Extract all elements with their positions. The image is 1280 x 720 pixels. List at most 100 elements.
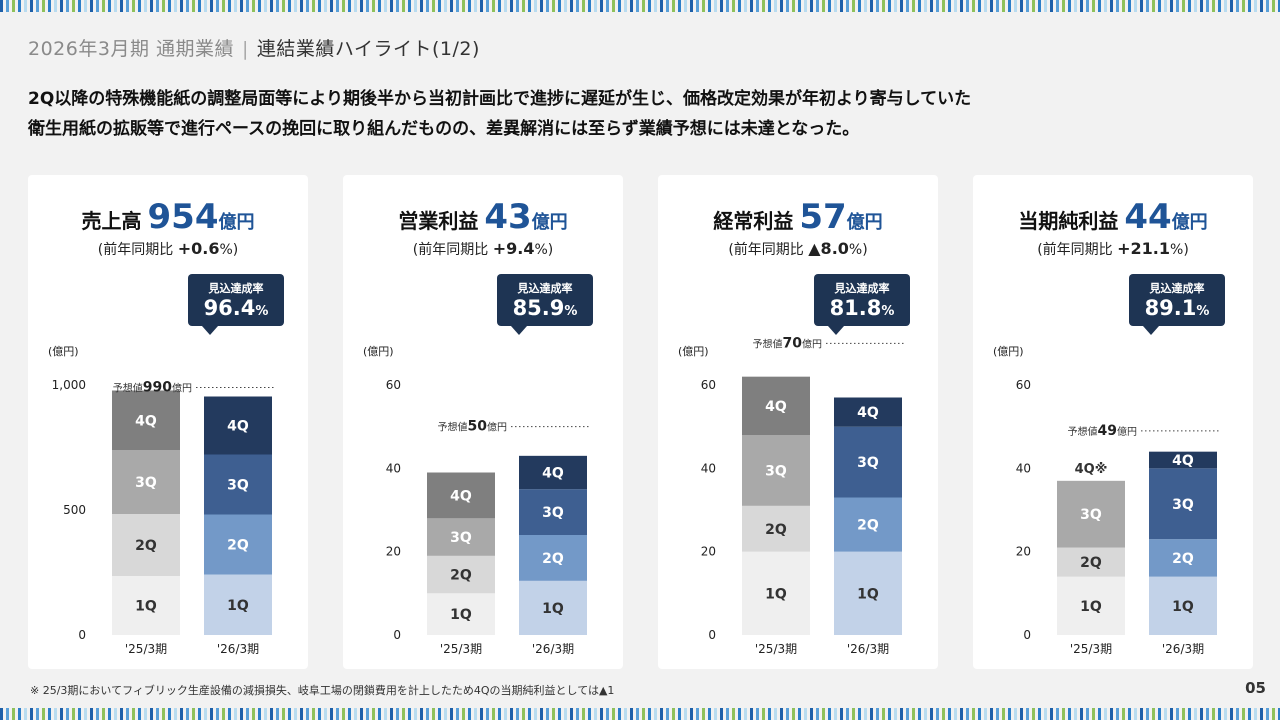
- yoy-change: (前年同期比 +0.6%): [28, 239, 308, 259]
- bar-segment-2q: [427, 555, 495, 594]
- badge-unit: %: [881, 304, 895, 319]
- bar-segment-4q: [204, 396, 272, 455]
- bar-segment-3q: [834, 426, 902, 498]
- bar-segment-1q: [519, 580, 587, 635]
- kpi-headline: 営業利益 43億円: [343, 197, 623, 237]
- bar-segment-2q: [742, 505, 810, 552]
- operating-profit-chart: (億円) 0 20 40 60 1Q 2Q 3Q 4Q '25/3期 1Q 2Q 3Q 4Q '26/3期 予…: [363, 345, 591, 656]
- badge-label: 見込達成率: [208, 282, 264, 295]
- bar-segment-3q: [1057, 480, 1125, 548]
- title-separator: |: [241, 38, 249, 60]
- lead-line-2: 衛生用紙の拡販等で進行ペースの挽回に取り組んだものの、差異解消には至らず業績予想…: [28, 119, 860, 139]
- yoy-unit: %): [1170, 242, 1189, 258]
- segment-label: 4Q: [1172, 453, 1194, 469]
- yoy-value: ▲8.0: [808, 239, 849, 258]
- card-operating-profit: 営業利益 43億円 (前年同期比 +9.4%) 見込達成率 85.9% (億円) 0…: [343, 175, 623, 669]
- x-tick-label: '25/3期: [755, 642, 797, 656]
- segment-label: 2Q: [1172, 551, 1194, 567]
- yoy-value: +9.4: [492, 239, 535, 258]
- bar-segment-2q: [204, 514, 272, 575]
- y-tick-label: 1,000: [52, 378, 86, 392]
- segment-label: 3Q: [542, 505, 564, 521]
- badge-value: 81.8: [829, 296, 882, 320]
- bar-segment-1q: [204, 574, 272, 635]
- achievement-badge: 見込達成率 85.9%: [497, 274, 593, 335]
- achievement-badge: 見込達成率 89.1%: [1129, 274, 1225, 335]
- segment-label: 4Q: [450, 488, 472, 504]
- forecast-prefix: 予想値: [113, 382, 143, 395]
- segment-label: 1Q: [857, 586, 879, 602]
- yoy-change: (前年同期比 +9.4%): [343, 239, 623, 259]
- badge-value: 85.9: [512, 296, 565, 320]
- card-net-income: 当期純利益 44億円 (前年同期比 +21.1%) 見込達成率 89.1% (億円…: [973, 175, 1253, 669]
- segment-label: 2Q: [542, 551, 564, 567]
- kpi-unit: 億円: [218, 212, 255, 233]
- bar-segment-3q: [427, 518, 495, 556]
- forecast-unit: 億円: [487, 421, 507, 434]
- y-tick-label: 40: [1016, 461, 1031, 475]
- bar-segment-1q: [834, 551, 902, 635]
- bar-segment-2q: [112, 514, 180, 576]
- bar-segment-4q: [1149, 451, 1217, 469]
- kpi-label: 経常利益: [713, 209, 794, 233]
- card-sales: 売上高 954億円 (前年同期比 +0.6%) 見込達成率 96.4% (億円) 0…: [28, 175, 308, 669]
- y-tick-label: 60: [701, 378, 716, 392]
- y-axis-label: (億円): [678, 345, 709, 358]
- forecast-unit: 億円: [1117, 425, 1137, 438]
- lead-line-1: 2Q以降の特殊機能紙の調整局面等により期後半から当初計画比で進捗に遅延が生じ、価…: [28, 89, 972, 109]
- segment-label: 3Q: [227, 478, 249, 494]
- net-income-chart: (億円) 0 20 40 60 1Q 2Q 3Q '25/3期 4Q※ 1Q 2Q 3Q 4Q '26/3期…: [993, 345, 1221, 656]
- segment-label: 2Q: [227, 538, 249, 554]
- segment-label: 1Q: [542, 601, 564, 617]
- page-title: 2026年3月期 通期業績 | 連結業績ハイライト(1/2): [28, 34, 480, 61]
- y-tick-label: 60: [386, 378, 401, 392]
- yoy-change: (前年同期比 ▲8.0%): [658, 239, 938, 259]
- title-sub: 連結業績ハイライト(1/2): [256, 38, 480, 60]
- segment-label: 2Q: [765, 522, 787, 538]
- forecast-unit: 億円: [172, 382, 192, 395]
- bar-segment-1q: [742, 551, 810, 635]
- badge-unit: %: [1196, 304, 1210, 319]
- kpi-unit: 億円: [846, 212, 883, 233]
- segment-label: 2Q: [450, 568, 472, 584]
- x-tick-label: '26/3期: [532, 642, 574, 656]
- segment-label: 4Q: [857, 405, 879, 421]
- y-tick-label: 0: [393, 628, 401, 642]
- forecast-prefix: 予想値: [438, 421, 468, 434]
- segment-label: 3Q: [1172, 497, 1194, 513]
- badge-unit: %: [255, 304, 269, 319]
- kpi-label: 営業利益: [398, 209, 479, 233]
- y-axis-label: (億円): [993, 345, 1024, 358]
- kpi-label: 当期純利益: [1018, 209, 1119, 233]
- badge-value-wrap: 85.9%: [497, 296, 593, 324]
- bar-segment-2q: [1057, 547, 1125, 577]
- segment-label: 1Q: [1172, 599, 1194, 615]
- segment-label: 2Q: [1080, 555, 1102, 571]
- forecast-label: 予想値990億円: [113, 380, 192, 396]
- forecast-prefix: 予想値: [1068, 425, 1098, 438]
- bar-segment-3q: [1149, 468, 1217, 540]
- segment-label: 3Q: [1080, 507, 1102, 523]
- forecast-value: 70: [783, 335, 803, 351]
- segment-label: 3Q: [135, 475, 157, 491]
- x-tick-label: '26/3期: [217, 642, 259, 656]
- y-tick-label: 20: [386, 545, 401, 559]
- bar-segment-3q: [519, 489, 587, 535]
- badge-value: 96.4: [203, 296, 256, 320]
- bottom-stripe: [0, 708, 1280, 720]
- bar-segment-3q: [204, 454, 272, 515]
- segment-label: 4Q: [135, 413, 157, 429]
- segment-label: 4Q: [542, 466, 564, 482]
- yoy-label: (前年同期比: [97, 242, 174, 258]
- y-tick-label: 60: [1016, 378, 1031, 392]
- kpi-value: 57: [799, 197, 847, 237]
- bar-segment-1q: [1057, 576, 1125, 635]
- y-tick-label: 0: [1023, 628, 1031, 642]
- yoy-unit: %): [848, 242, 868, 258]
- x-tick-label: '25/3期: [125, 642, 167, 656]
- kpi-value: 954: [147, 197, 219, 237]
- x-tick-label: '25/3期: [440, 642, 482, 656]
- y-tick-label: 500: [63, 503, 86, 517]
- forecast-label: 予想値50億円: [438, 419, 507, 435]
- badge-label: 見込達成率: [834, 282, 890, 295]
